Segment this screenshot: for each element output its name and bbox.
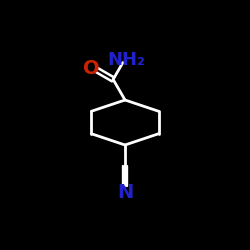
Text: NH₂: NH₂: [107, 50, 145, 68]
Text: N: N: [117, 182, 133, 202]
Text: O: O: [84, 59, 100, 78]
